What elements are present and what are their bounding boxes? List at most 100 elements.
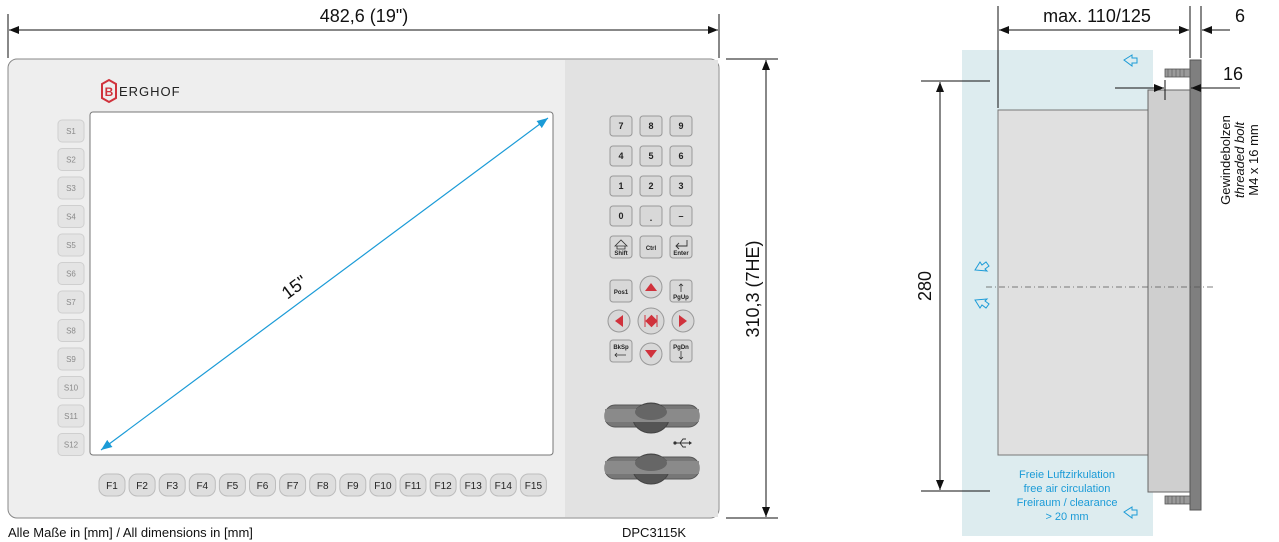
key-minus[interactable] (669, 205, 693, 227)
airflow-arrow-bottom (1123, 506, 1138, 519)
enter-key[interactable] (669, 235, 693, 259)
function-key[interactable] (429, 473, 457, 497)
bolt-label-en: threaded bolt (1232, 121, 1247, 198)
soft-key-label: S7 (66, 298, 76, 307)
key-0[interactable] (609, 205, 633, 227)
threaded-bolt-bottom (1164, 495, 1191, 505)
function-key[interactable] (249, 473, 276, 497)
key-minus-label: – (678, 211, 683, 221)
right-arrow-icon (679, 315, 687, 327)
bolt-length-dimension: 16 (1115, 64, 1243, 100)
front-thickness-dimension: 6 (1170, 6, 1245, 58)
key-dot[interactable] (639, 205, 663, 227)
soft-key[interactable] (57, 176, 85, 200)
soft-key-label: S1 (66, 127, 76, 136)
airflow-note: Freie Luftzirkulation free air circulati… (1017, 469, 1118, 523)
key-8[interactable] (639, 115, 663, 137)
diagonal-arrow (100, 117, 549, 451)
soft-key-label: S5 (66, 241, 76, 250)
function-key[interactable] (128, 473, 156, 497)
key-9[interactable] (669, 115, 693, 137)
key-2[interactable] (639, 175, 663, 197)
airflow-line2: free air circulation (1024, 483, 1111, 495)
mount-height-label: 280 (915, 271, 935, 301)
key-6[interactable] (669, 145, 693, 167)
height-label: 310,3 (7HE) (743, 240, 763, 337)
soft-key-label: S8 (66, 327, 76, 336)
function-key-label: F7 (287, 481, 299, 492)
enter-icon (675, 240, 688, 250)
left-arrow-icon (615, 315, 623, 327)
function-keys: F1 F2 F3 F4 F5 F6 F7 F8 F9 F10 F11 F12 F13 F14 F15 (98, 473, 547, 497)
soft-key[interactable] (57, 205, 85, 228)
function-key[interactable] (459, 473, 487, 497)
soft-key[interactable] (57, 404, 85, 428)
key-1[interactable] (609, 175, 633, 197)
key-7-label: 7 (618, 121, 623, 131)
function-key-label: F15 (525, 481, 543, 492)
pgdn-label: PgDn (673, 345, 689, 351)
bolt-label: Gewindebolzen threaded bolt M4 x 16 mm (1218, 115, 1261, 205)
backspace-icon (614, 352, 626, 358)
function-key[interactable] (369, 473, 397, 497)
bksp-key[interactable] (609, 339, 633, 363)
function-key-label: F14 (495, 481, 513, 492)
soft-key[interactable] (57, 148, 85, 171)
function-key-label: F8 (317, 481, 329, 492)
airflow-arrow-left-upper (974, 261, 990, 272)
function-key-label: F10 (374, 481, 392, 492)
key-7[interactable] (609, 115, 633, 137)
function-key[interactable] (218, 473, 246, 497)
soft-keys: S1 S2 S3 S4 S5 S6 S7 S8 S9 S10 S11 S12 (57, 119, 85, 456)
function-key[interactable] (279, 473, 307, 497)
front-panel-side (1189, 59, 1202, 511)
bolt-label-de: Gewindebolzen (1218, 115, 1233, 205)
key-switch-top[interactable] (604, 402, 700, 434)
function-key[interactable] (98, 473, 126, 497)
front-thickness-label: 6 (1235, 6, 1245, 26)
function-key[interactable] (158, 473, 186, 497)
function-key[interactable] (399, 473, 427, 497)
function-key[interactable] (519, 473, 547, 497)
function-key-label: F12 (434, 481, 452, 492)
threaded-bolt-top (1164, 68, 1191, 78)
bksp-label: BkSp (613, 345, 629, 351)
shift-key[interactable] (609, 235, 633, 259)
soft-key[interactable] (57, 319, 85, 342)
soft-key-label: S9 (66, 355, 76, 364)
key-switch-bottom[interactable] (604, 453, 700, 485)
pgup-label: PgUp (673, 295, 689, 301)
soft-key-label: S10 (64, 384, 79, 393)
soft-key[interactable] (57, 119, 85, 143)
logo-text: ERGHOF (119, 84, 181, 99)
soft-key[interactable] (57, 433, 85, 456)
key-8-label: 8 (648, 121, 653, 131)
key-6-label: 6 (678, 151, 683, 161)
function-key[interactable] (188, 473, 216, 497)
down-arrow-icon (645, 350, 657, 358)
function-key-label: F11 (405, 481, 422, 492)
key-3-label: 3 (678, 181, 683, 191)
berghof-logo: B ERGHOF (101, 78, 181, 104)
pos1-label: Pos1 (614, 290, 629, 296)
function-key[interactable] (339, 473, 367, 497)
soft-key-label: S12 (64, 441, 79, 450)
soft-key[interactable] (57, 347, 85, 371)
soft-key[interactable] (57, 376, 85, 399)
shift-icon (614, 239, 628, 250)
key-4[interactable] (609, 145, 633, 167)
pos1-key[interactable] (609, 279, 633, 303)
soft-key[interactable] (57, 262, 85, 285)
ctrl-key[interactable] (639, 235, 663, 259)
bolt-label-spec: M4 x 16 mm (1246, 124, 1261, 196)
key-5[interactable] (639, 145, 663, 167)
soft-key-label: S6 (66, 270, 76, 279)
key-3[interactable] (669, 175, 693, 197)
key-2-label: 2 (648, 181, 653, 191)
function-key[interactable] (489, 473, 517, 497)
depth-label: max. 110/125 (1043, 6, 1151, 26)
function-key[interactable] (309, 473, 337, 497)
height-dimension: 310,3 (7HE) (726, 58, 778, 519)
soft-key[interactable] (57, 290, 85, 314)
soft-key[interactable] (57, 233, 85, 257)
